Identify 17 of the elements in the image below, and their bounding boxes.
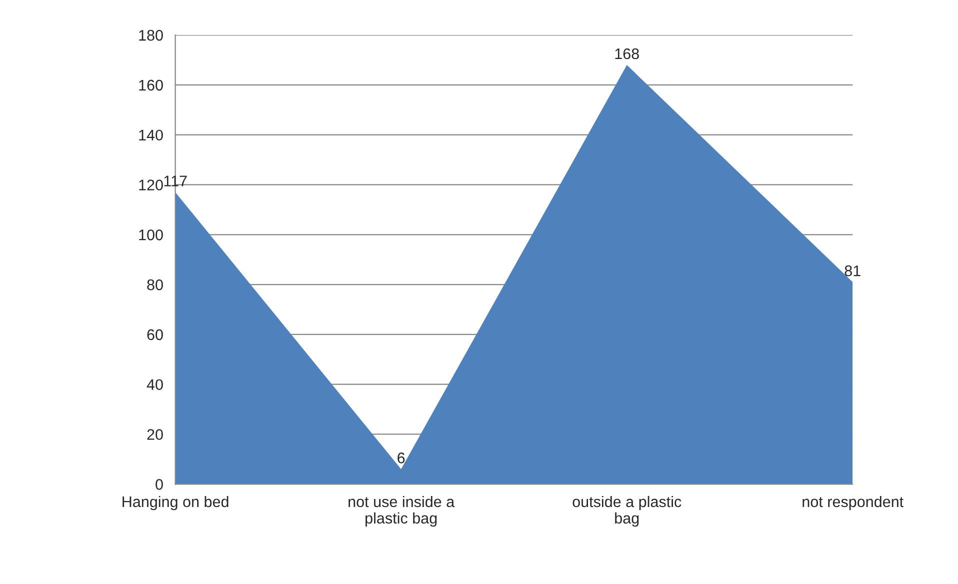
y-tick-label: 100	[139, 230, 163, 240]
y-tick-label: 80	[147, 279, 163, 290]
y-tick-label: 180	[139, 30, 163, 41]
data-label: 168	[615, 48, 639, 60]
y-tick-label: 20	[147, 429, 163, 440]
y-tick-label: 40	[146, 379, 163, 390]
data-label: 81	[844, 265, 860, 276]
x-tick-label: outside a plastic bag	[572, 496, 682, 527]
x-tick-label: not use inside a plastic bag	[348, 496, 455, 527]
y-tick-label: 140	[139, 130, 163, 141]
x-tick-label: Hanging on bed	[122, 496, 228, 510]
data-label: 6	[398, 452, 405, 464]
y-tick-label: 120	[139, 180, 163, 190]
y-tick-label: 160	[139, 80, 163, 91]
y-tick-label: 0	[156, 479, 163, 490]
x-tick-label: not respondent	[802, 496, 904, 510]
y-tick-label: 60	[147, 329, 163, 340]
